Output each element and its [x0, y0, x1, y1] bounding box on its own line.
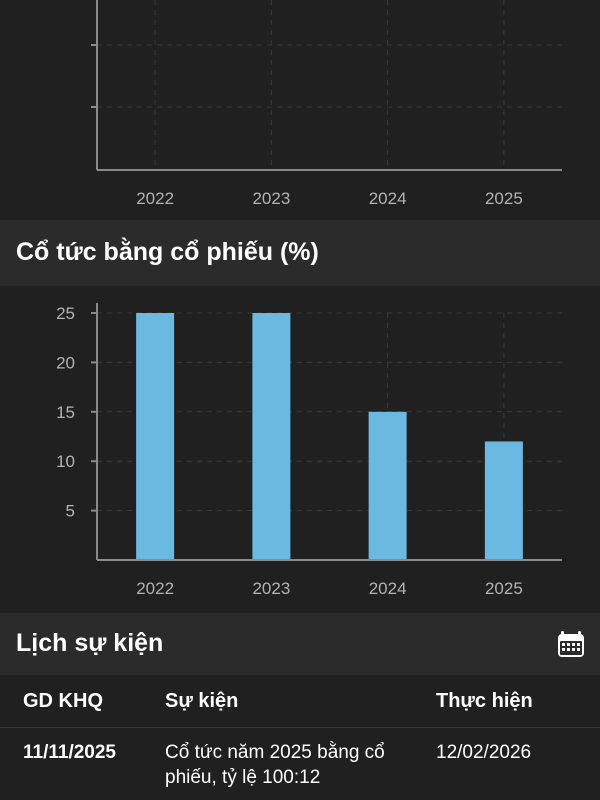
- y-tick-label: 20: [56, 353, 75, 372]
- events-section-header: Lịch sự kiện: [0, 613, 600, 675]
- events-title: Lịch sự kiện: [16, 629, 164, 657]
- bar-2025: [484, 441, 523, 560]
- header-ex-date: GD KHQ: [23, 690, 103, 712]
- previous-chart-svg: 2022 2023 2024 2025: [91, 0, 562, 208]
- row-event: Cổ tức năm 2025 bằng cổ phiếu, tỷ lệ 100…: [165, 742, 385, 788]
- y-tick-label: 25: [56, 304, 75, 323]
- x-tick-label: 2022: [136, 189, 174, 208]
- x-tick-label: 2024: [369, 189, 407, 208]
- bar-2024: [368, 411, 407, 560]
- bar-2022: [136, 313, 175, 560]
- x-tick-label: 2024: [369, 579, 407, 598]
- bar-2023: [252, 313, 291, 560]
- x-tick-label: 2023: [252, 189, 290, 208]
- stock-dividend-title: Cổ tức bằng cổ phiếu (%): [16, 238, 319, 266]
- y-tick-label: 15: [56, 403, 75, 422]
- x-tick-label: 2025: [485, 579, 523, 598]
- x-tick-label: 2023: [252, 579, 290, 598]
- y-tick-label: 10: [56, 452, 75, 471]
- header-event: Sự kiện: [165, 690, 239, 712]
- previous-chart: 2022 2023 2024 2025: [0, 0, 600, 220]
- row-execution-date: 12/02/2026: [436, 742, 532, 763]
- calendar-icon[interactable]: [556, 629, 586, 659]
- stock-dividend-section-header: Cổ tức bằng cổ phiếu (%): [0, 220, 600, 286]
- header-execution-date: Thực hiện: [436, 690, 533, 712]
- table-row[interactable]: 11/11/2025 Cổ tức năm 2025 bằng cổ phiếu…: [0, 728, 600, 800]
- y-tick-label: 5: [66, 502, 75, 521]
- stock-dividend-chart: 5 10 15 20 25 2022 2023 2024 2025: [0, 286, 600, 613]
- x-tick-label: 2025: [485, 189, 523, 208]
- row-ex-date: 11/11/2025: [23, 742, 116, 763]
- x-tick-label: 2022: [136, 579, 174, 598]
- events-table-header: GD KHQ Sự kiện Thực hiện: [0, 675, 600, 728]
